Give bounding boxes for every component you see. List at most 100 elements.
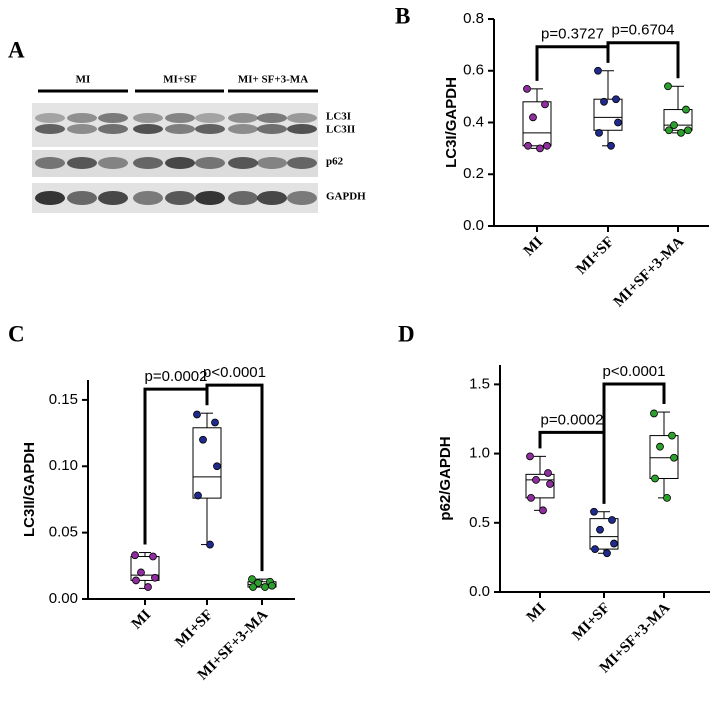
data-point	[682, 105, 690, 114]
blot-band	[98, 157, 128, 169]
data-point	[137, 568, 145, 577]
blot-band	[228, 124, 258, 134]
band-label: LC3I	[326, 111, 351, 123]
data-point	[610, 539, 618, 548]
y-tick-label: 1.5	[469, 375, 490, 392]
data-point	[651, 474, 659, 483]
x-tick-label: MI+SF	[569, 600, 613, 644]
data-point	[665, 126, 673, 135]
data-point	[594, 66, 602, 75]
data-point	[663, 493, 671, 502]
x-tick-label: MI+SF	[172, 607, 216, 651]
y-tick-label: 0.00	[49, 590, 78, 607]
data-point	[151, 573, 159, 582]
data-point	[600, 97, 608, 106]
blot-band	[228, 191, 258, 205]
data-point	[603, 549, 611, 558]
y-tick-label: 0.4	[463, 113, 484, 130]
data-point	[596, 525, 604, 534]
blot-band	[165, 113, 195, 123]
data-point	[131, 551, 139, 560]
group-label: MI+SF	[163, 74, 197, 86]
blot-band	[67, 191, 97, 205]
data-point	[664, 82, 672, 91]
data-point	[248, 575, 256, 583]
blot-band	[257, 157, 287, 169]
blot-band	[165, 157, 195, 169]
y-tick-label: 1.0	[469, 445, 490, 462]
data-point	[211, 418, 219, 427]
blot-band	[67, 124, 97, 134]
blot-band	[257, 124, 287, 134]
data-point	[529, 113, 537, 122]
y-axis-label: LC3II/GAPDH	[21, 442, 38, 537]
panel-label: B	[395, 3, 410, 28]
blot-band	[287, 124, 317, 134]
data-point	[543, 141, 551, 150]
data-point	[144, 583, 152, 591]
blot-band	[98, 191, 128, 205]
blot-band	[165, 124, 195, 134]
blot-band	[35, 157, 65, 169]
data-point	[541, 100, 549, 109]
blot-band	[228, 113, 258, 123]
band-label: LC3II	[326, 124, 355, 136]
panel-label: D	[398, 321, 415, 346]
data-point	[539, 506, 547, 515]
data-point	[199, 435, 207, 444]
blot-band	[165, 191, 195, 205]
y-tick-label: 0.8	[463, 10, 484, 27]
blot-band	[35, 191, 65, 205]
data-point	[544, 469, 552, 477]
data-point	[614, 118, 622, 127]
y-axis-label: LC3I/GAPDH	[443, 77, 460, 168]
data-point	[650, 409, 658, 418]
data-point	[193, 410, 201, 419]
data-point	[149, 552, 157, 561]
blot-band	[287, 191, 317, 205]
x-tick-label: MI	[129, 607, 155, 633]
blot-band	[133, 113, 163, 123]
blot-band	[133, 191, 163, 205]
y-axis-label: p62/GAPDH	[437, 436, 454, 520]
group-label: MI	[76, 74, 91, 86]
significance-bracket	[205, 383, 264, 572]
band-label: GAPDH	[326, 191, 366, 203]
data-point	[254, 579, 262, 587]
box	[522, 101, 552, 147]
significance-bracket	[606, 41, 680, 79]
y-tick-label: 0.0	[469, 583, 490, 600]
data-point	[268, 581, 276, 590]
data-point	[536, 144, 544, 153]
p-value: p=0.0002	[541, 411, 604, 428]
blot-band	[195, 124, 225, 134]
blot-band	[35, 113, 65, 123]
y-tick-label: 0.6	[463, 62, 484, 79]
blot-band	[133, 124, 163, 134]
data-point	[526, 452, 534, 461]
data-point	[132, 576, 140, 585]
blot-band	[67, 113, 97, 123]
y-tick-label: 0.0	[463, 217, 484, 234]
data-point	[684, 126, 692, 135]
blot-band	[287, 113, 317, 123]
blot-band	[228, 157, 258, 169]
p-value: p=0.0002	[145, 368, 208, 385]
data-point	[249, 583, 257, 591]
data-point	[591, 545, 599, 553]
panel-label: C	[8, 321, 25, 346]
x-tick-label: MI	[521, 234, 547, 260]
p-value: p<0.0001	[203, 364, 266, 381]
blot-band	[98, 124, 128, 134]
data-point	[608, 516, 616, 524]
data-point	[590, 507, 598, 516]
data-point	[546, 480, 554, 488]
data-point	[612, 95, 620, 104]
data-point	[670, 121, 678, 129]
data-point	[532, 475, 540, 484]
p-value: p=0.6704	[612, 22, 675, 39]
y-tick-label: 0.10	[49, 457, 78, 474]
data-point	[668, 431, 676, 440]
y-tick-label: 0.15	[49, 391, 78, 408]
